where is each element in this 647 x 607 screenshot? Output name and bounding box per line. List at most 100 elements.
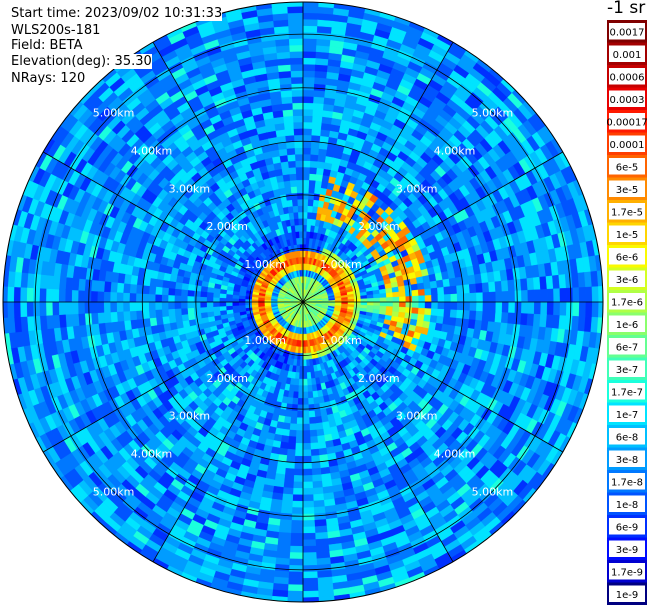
ppi-cell	[135, 301, 143, 311]
ppi-cell	[161, 308, 169, 318]
ppi-cell	[520, 278, 528, 291]
ppi-cell	[508, 301, 516, 314]
ppi-cell	[283, 480, 294, 489]
ppi-cell	[7, 301, 15, 318]
ppi-cell	[443, 294, 452, 303]
ppi-cell	[418, 295, 426, 303]
ppi-cell	[553, 288, 561, 303]
ppi-cell	[58, 288, 66, 303]
ppi-cell	[187, 295, 195, 303]
ppi-cell	[280, 506, 293, 515]
ppi-cell	[310, 442, 319, 450]
ppi-cell	[292, 391, 299, 399]
ppi-cell	[110, 311, 118, 323]
ppi-cell	[302, 160, 311, 168]
ppi-cell	[78, 313, 86, 326]
ppi-cell	[302, 179, 310, 187]
ppi-cell	[13, 286, 21, 303]
ppi-cell	[302, 147, 312, 155]
ppi-cell	[417, 307, 426, 316]
ppi-cell	[424, 301, 432, 309]
ppi-cell	[317, 154, 327, 163]
ppi-cell	[347, 299, 355, 303]
ppi-cell	[318, 148, 328, 157]
ppi-cell	[52, 288, 60, 303]
ppi-cell	[423, 281, 432, 290]
ppi-cell	[302, 63, 316, 72]
ppi-cell	[291, 500, 304, 508]
ppi-cell	[288, 558, 304, 566]
ppi-cell	[585, 286, 593, 303]
ppi-cell	[302, 391, 309, 399]
ppi-cell	[71, 313, 80, 327]
ppi-cell	[298, 372, 304, 380]
ppi-cell	[310, 154, 319, 162]
ppi-cell	[281, 428, 290, 437]
ppi-cell	[305, 359, 310, 367]
ppi-cell	[501, 301, 509, 314]
ppi-cell	[316, 161, 326, 169]
ppi-cell	[297, 391, 304, 399]
ppi-cell	[521, 301, 529, 315]
ppi-cell	[84, 312, 93, 326]
ppi-cell	[122, 282, 131, 294]
ppi-cell	[373, 293, 381, 299]
ppi-cell	[103, 291, 111, 303]
ppi-cell	[287, 577, 304, 586]
ppi-cell	[565, 301, 574, 317]
ppi-cell	[200, 311, 209, 319]
ppi-cell	[302, 577, 319, 586]
ppi-cell	[306, 372, 312, 380]
ppi-cell	[308, 192, 315, 200]
ppi-cell	[481, 311, 490, 322]
ppi-cell	[26, 287, 34, 303]
ppi-cell	[391, 286, 400, 293]
ppi-cell	[316, 435, 326, 443]
ppi-cell	[481, 282, 490, 293]
ppi-cell	[302, 552, 317, 560]
ppi-cell	[302, 115, 314, 123]
ppi-cell	[212, 301, 220, 307]
ppi-cell	[578, 286, 587, 303]
ppi-cell	[424, 308, 432, 316]
ppi-cell	[302, 192, 309, 200]
ppi-cell	[219, 305, 227, 311]
ppi-cell	[7, 286, 15, 303]
ppi-cell	[281, 493, 294, 502]
ppi-cell	[293, 468, 304, 476]
ppi-cell	[431, 294, 439, 303]
ppi-cell	[312, 115, 323, 124]
ppi-cell	[578, 301, 587, 318]
ppi-cell	[298, 378, 304, 386]
ppi-cell	[295, 436, 304, 444]
ppi-cell	[129, 310, 138, 321]
ppi-cell	[181, 282, 189, 291]
ppi-cell	[167, 294, 175, 303]
ppi-cell	[287, 442, 296, 450]
ppi-cell	[313, 96, 325, 105]
ppi-cell	[411, 307, 419, 315]
ppi-cell	[200, 290, 208, 298]
ppi-cell	[187, 301, 195, 309]
ppi-cell	[312, 396, 320, 405]
ppi-cell	[310, 377, 317, 386]
ppi-cell	[311, 467, 322, 476]
ppi-cell	[405, 307, 413, 314]
ppi-cell	[302, 481, 314, 489]
ppi-cell	[180, 307, 189, 316]
ppi-cell	[122, 310, 131, 322]
ppi-cell	[565, 287, 574, 303]
ppi-cell	[399, 301, 407, 308]
ppi-cell	[213, 310, 221, 317]
ppi-cell	[302, 231, 307, 239]
ppi-cell	[373, 301, 381, 307]
ppi-cell	[302, 38, 318, 46]
ppi-cell	[313, 403, 321, 411]
ppi-cell	[311, 461, 321, 470]
ppi-cell	[437, 301, 445, 310]
ppi-cell	[295, 442, 304, 451]
ppi-cell	[488, 281, 496, 293]
ppi-cell	[281, 499, 293, 508]
ppi-cell	[309, 166, 318, 175]
ppi-cell	[167, 287, 176, 296]
